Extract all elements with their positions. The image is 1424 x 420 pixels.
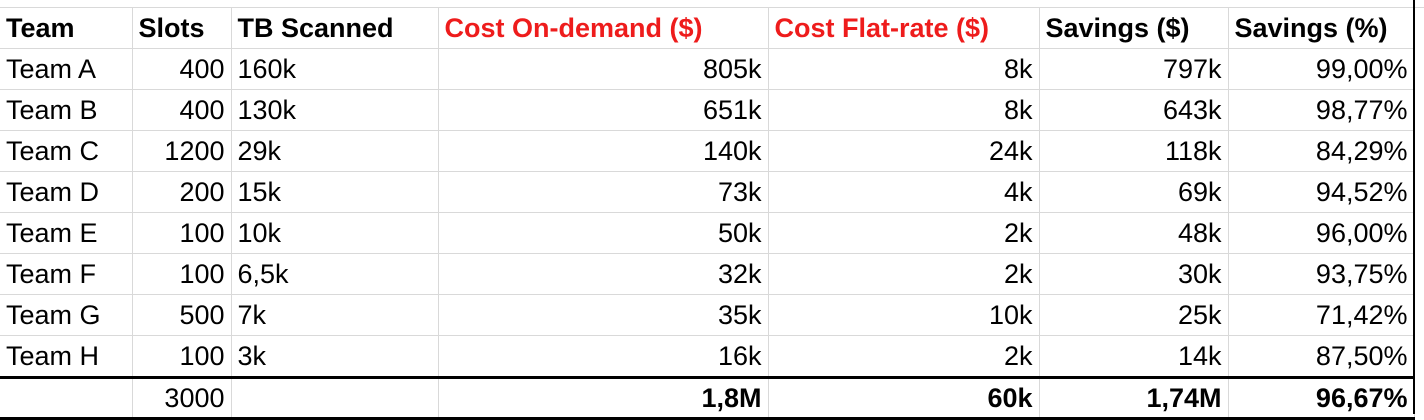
- total-team[interactable]: [0, 376, 133, 420]
- cell-cost-on-demand[interactable]: 32k: [438, 253, 769, 295]
- cell-team[interactable]: Team B: [0, 89, 133, 131]
- cell-team[interactable]: Team D: [0, 171, 133, 213]
- cell-savings-usd[interactable]: 25k: [1039, 294, 1229, 336]
- cell-cost-on-demand[interactable]: 805k: [438, 48, 769, 90]
- cell-tb-scanned[interactable]: 29k: [231, 130, 439, 172]
- table-row: Team B 400 130k 651k 8k 643k 98,77%: [0, 89, 1415, 131]
- cell-cost-flat-rate[interactable]: 2k: [768, 212, 1040, 254]
- total-cost-flat-rate[interactable]: 60k: [768, 376, 1040, 420]
- table-row: Team E 100 10k 50k 2k 48k 96,00%: [0, 212, 1415, 254]
- cell-team[interactable]: Team C: [0, 130, 133, 172]
- cell-cost-on-demand[interactable]: 140k: [438, 130, 769, 172]
- cell-slots[interactable]: 400: [132, 89, 232, 131]
- cell-cost-on-demand[interactable]: 16k: [438, 335, 769, 378]
- cell-savings-pct[interactable]: 71,42%: [1228, 294, 1415, 336]
- data-table: Team Slots TB Scanned Cost On-demand ($)…: [0, 8, 1415, 420]
- cell-savings-pct[interactable]: 87,50%: [1228, 335, 1415, 378]
- totals-row: 3000 1,8M 60k 1,74M 96,67%: [0, 376, 1415, 420]
- total-cost-on-demand[interactable]: 1,8M: [438, 376, 769, 420]
- cell-tb-scanned[interactable]: 10k: [231, 212, 439, 254]
- cell-cost-on-demand[interactable]: 73k: [438, 171, 769, 213]
- cell-cost-on-demand[interactable]: 651k: [438, 89, 769, 131]
- cell-savings-pct[interactable]: 99,00%: [1228, 48, 1415, 90]
- cell-team[interactable]: Team H: [0, 335, 133, 378]
- cell-savings-usd[interactable]: 14k: [1039, 335, 1229, 378]
- cell-cost-on-demand[interactable]: 35k: [438, 294, 769, 336]
- table-row: Team G 500 7k 35k 10k 25k 71,42%: [0, 294, 1415, 336]
- cell-savings-pct[interactable]: 96,00%: [1228, 212, 1415, 254]
- cell-team[interactable]: Team F: [0, 253, 133, 295]
- table-right-border: [1413, 0, 1415, 414]
- cell-slots[interactable]: 100: [132, 253, 232, 295]
- total-savings-usd[interactable]: 1,74M: [1039, 376, 1229, 420]
- cell-slots[interactable]: 200: [132, 171, 232, 213]
- cell-savings-usd[interactable]: 30k: [1039, 253, 1229, 295]
- cell-tb-scanned[interactable]: 7k: [231, 294, 439, 336]
- header-tb-scanned[interactable]: TB Scanned: [231, 8, 439, 49]
- cell-cost-flat-rate[interactable]: 4k: [768, 171, 1040, 213]
- cell-cost-flat-rate[interactable]: 8k: [768, 48, 1040, 90]
- cell-slots[interactable]: 500: [132, 294, 232, 336]
- header-slots[interactable]: Slots: [132, 8, 232, 49]
- table-row: Team F 100 6,5k 32k 2k 30k 93,75%: [0, 253, 1415, 295]
- total-slots[interactable]: 3000: [132, 376, 232, 420]
- total-tb-scanned[interactable]: [231, 376, 439, 420]
- cell-team[interactable]: Team A: [0, 48, 133, 90]
- cell-cost-on-demand[interactable]: 50k: [438, 212, 769, 254]
- table-row: Team C 1200 29k 140k 24k 118k 84,29%: [0, 130, 1415, 172]
- cell-savings-usd[interactable]: 48k: [1039, 212, 1229, 254]
- cell-cost-flat-rate[interactable]: 10k: [768, 294, 1040, 336]
- cell-savings-usd[interactable]: 797k: [1039, 48, 1229, 90]
- cell-savings-pct[interactable]: 98,77%: [1228, 89, 1415, 131]
- table-row: Team H 100 3k 16k 2k 14k 87,50%: [0, 335, 1415, 378]
- cell-savings-usd[interactable]: 118k: [1039, 130, 1229, 172]
- cell-slots[interactable]: 1200: [132, 130, 232, 172]
- cell-team[interactable]: Team E: [0, 212, 133, 254]
- cell-slots[interactable]: 400: [132, 48, 232, 90]
- header-row: Team Slots TB Scanned Cost On-demand ($)…: [0, 8, 1415, 49]
- header-cost-flat-rate[interactable]: Cost Flat-rate ($): [768, 8, 1040, 49]
- cell-cost-flat-rate[interactable]: 8k: [768, 89, 1040, 131]
- cell-tb-scanned[interactable]: 6,5k: [231, 253, 439, 295]
- cell-slots[interactable]: 100: [132, 212, 232, 254]
- cell-tb-scanned[interactable]: 160k: [231, 48, 439, 90]
- header-savings-usd[interactable]: Savings ($): [1039, 8, 1229, 49]
- cell-tb-scanned[interactable]: 15k: [231, 171, 439, 213]
- cell-cost-flat-rate[interactable]: 24k: [768, 130, 1040, 172]
- cell-cost-flat-rate[interactable]: 2k: [768, 253, 1040, 295]
- table-row: Team A 400 160k 805k 8k 797k 99,00%: [0, 48, 1415, 90]
- cell-team[interactable]: Team G: [0, 294, 133, 336]
- cell-savings-pct[interactable]: 84,29%: [1228, 130, 1415, 172]
- cell-cost-flat-rate[interactable]: 2k: [768, 335, 1040, 378]
- cell-savings-pct[interactable]: 93,75%: [1228, 253, 1415, 295]
- header-savings-pct[interactable]: Savings (%): [1228, 8, 1415, 49]
- grid-top-border: [0, 7, 1424, 8]
- header-team[interactable]: Team: [0, 8, 133, 49]
- cell-tb-scanned[interactable]: 130k: [231, 89, 439, 131]
- total-savings-pct[interactable]: 96,67%: [1228, 376, 1415, 420]
- table-row: Team D 200 15k 73k 4k 69k 94,52%: [0, 171, 1415, 213]
- cell-savings-pct[interactable]: 94,52%: [1228, 171, 1415, 213]
- header-cost-on-demand[interactable]: Cost On-demand ($): [438, 8, 769, 49]
- cell-savings-usd[interactable]: 69k: [1039, 171, 1229, 213]
- cell-slots[interactable]: 100: [132, 335, 232, 378]
- cell-savings-usd[interactable]: 643k: [1039, 89, 1229, 131]
- cell-tb-scanned[interactable]: 3k: [231, 335, 439, 378]
